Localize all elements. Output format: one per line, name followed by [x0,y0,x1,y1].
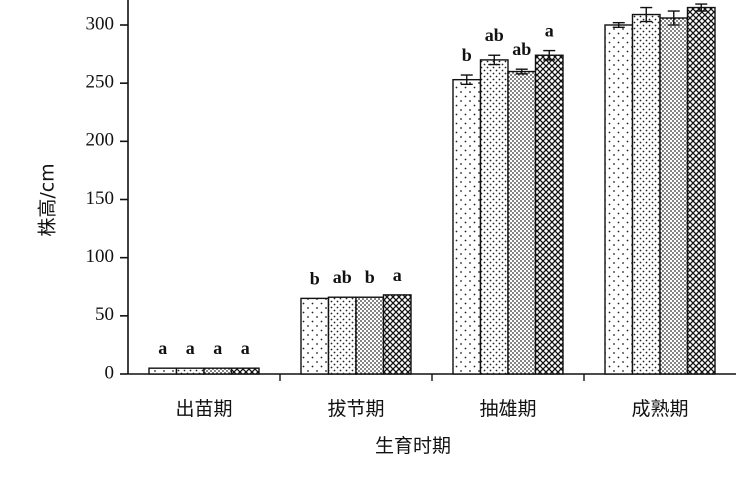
x-tick-label: 抽雄期 [479,398,536,420]
significance-label: a [241,338,250,358]
x-axis: 出苗期 拔节期 抽雄期 成熟期 [128,373,736,420]
bar [355,296,385,375]
y-tick-label: 100 [86,246,115,267]
bar [686,6,716,375]
significance-label: ab [333,267,352,287]
significance-label: ab [512,39,531,59]
significance-label: a [158,338,167,358]
y-tick-label: 0 [105,362,115,383]
bar [479,59,509,375]
y-tick-label: 250 [86,72,115,93]
bar [327,296,357,375]
y-tick-label: 200 [86,130,115,151]
significance-label: b [310,268,320,288]
bar [659,17,689,375]
bars [148,3,716,375]
bar [203,367,233,375]
bar [382,294,412,375]
bar [507,70,537,375]
bar [452,78,482,375]
significance-label: b [462,45,472,65]
bar [148,367,178,375]
y-axis: 0 50 100 150 200 250 300 [86,0,129,383]
significance-label: b [365,267,375,287]
bar [604,24,634,375]
significance-label: a [393,265,402,285]
y-axis-title: 株高/cm [37,163,59,236]
x-tick-label: 拔节期 [327,398,384,420]
y-tick-label: 150 [86,188,115,209]
y-tick-label: 300 [86,13,115,34]
significance-label: a [213,338,222,358]
significance-label: a [545,21,554,41]
bar [300,297,330,375]
bar [631,13,661,375]
significance-label: a [186,338,195,358]
bar [175,367,205,375]
bar [230,367,260,375]
significance-label: ab [485,25,504,45]
x-tick-label: 成熟期 [631,398,688,420]
y-tick-label: 50 [95,304,114,325]
x-tick-label: 出苗期 [175,398,232,420]
bar [534,54,564,375]
x-axis-title: 生育时期 [375,435,451,457]
